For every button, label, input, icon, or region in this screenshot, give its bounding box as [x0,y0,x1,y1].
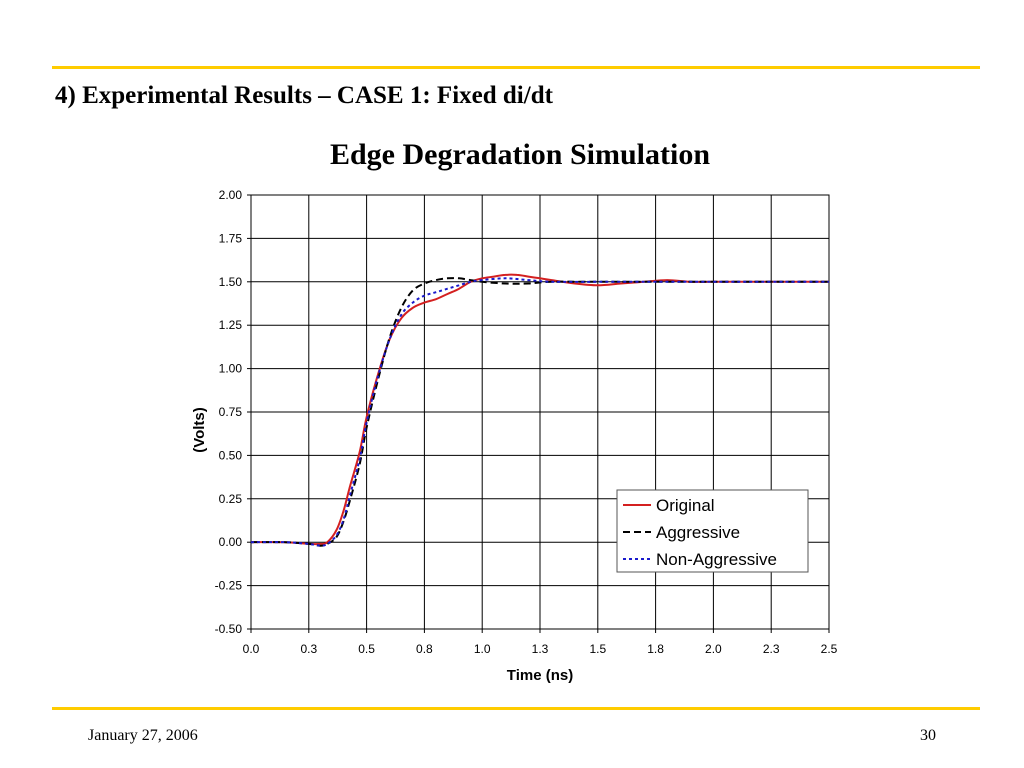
x-tick-label: 0.0 [243,642,260,656]
y-tick-label: 0.75 [219,405,243,419]
top-divider [52,66,980,69]
y-tick-label: -0.25 [215,579,243,593]
page-number: 30 [920,727,936,744]
x-tick-label: 0.5 [358,642,375,656]
x-tick-label: 1.3 [532,642,549,656]
y-tick-label: 1.50 [219,275,243,289]
y-tick-label: 0.00 [219,535,243,549]
y-tick-label: 0.25 [219,492,243,506]
x-tick-label: 1.0 [474,642,491,656]
y-tick-label: 1.75 [219,231,243,245]
legend: Original Aggressive Non-Aggressive [616,489,809,573]
x-tick-label: 1.5 [589,642,606,656]
series-line-non-aggressive [250,277,829,547]
series-line-original [250,273,829,546]
y-tick-label: 0.50 [219,448,243,462]
legend-label-aggressive: Aggressive [656,523,740,542]
y-tick-label: 1.00 [219,362,243,376]
y-axis-label: (Volts) [191,407,208,453]
y-tick-label: -0.50 [215,622,243,636]
axis-ticks: 0.0 0.3 0.5 0.8 1.0 1.3 1.5 1.8 2.0 2.3 2.5 2.00 1.7… [215,188,838,656]
series-lines [250,273,829,547]
x-tick-label: 0.8 [416,642,433,656]
legend-label-original: Original [656,496,715,515]
y-tick-label: 1.25 [219,318,243,332]
legend-label-non-aggressive: Non-Aggressive [656,550,777,569]
bottom-divider [52,707,980,710]
x-axis-label: Time (ns) [507,667,573,684]
x-tick-label: 1.8 [647,642,664,656]
x-tick-label: 2.0 [705,642,722,656]
slide-title: 4) Experimental Results – CASE 1: Fixed … [55,82,553,109]
chart-title: Edge Degradation Simulation [329,138,711,171]
x-tick-label: 2.5 [821,642,838,656]
y-tick-label: 2.00 [219,188,243,202]
footer-date: January 27, 2006 [88,727,198,744]
x-tick-label: 2.3 [763,642,780,656]
x-tick-label: 0.3 [300,642,317,656]
